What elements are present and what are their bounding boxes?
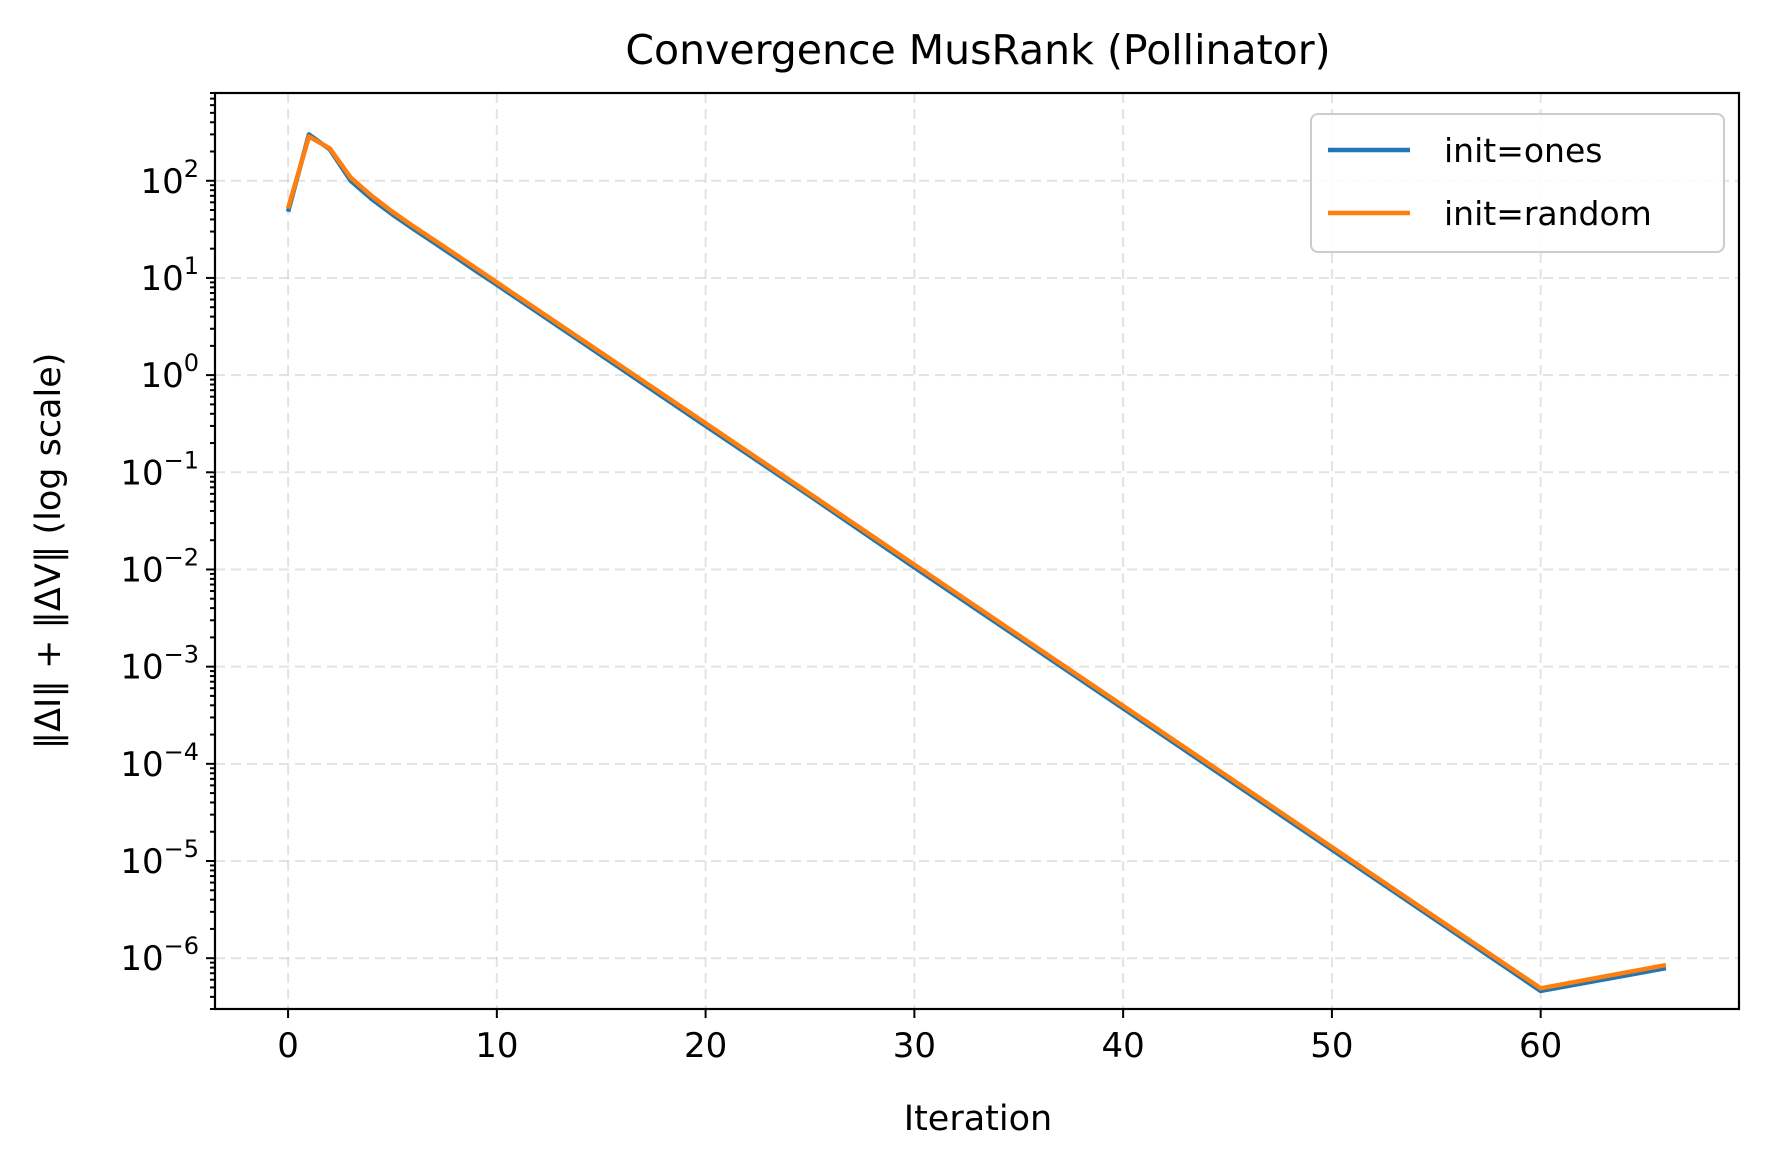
y-tick-label: 100: [140, 349, 199, 396]
axis-ticks: 0 10 20 30 40 50 60 102 101 100 10−1 10−2 10−3 10−4 10…: [120, 92, 1562, 1066]
y-tick-label: 10−3: [120, 641, 199, 688]
x-tick-label: 40: [1102, 1026, 1145, 1066]
y-axis-label: ‖ΔI‖ + ‖ΔV‖ (log scale): [29, 353, 69, 750]
series-line-init-random: [285, 134, 1667, 991]
grid: [215, 93, 1739, 1009]
y-tick-label: 102: [140, 155, 199, 202]
y-tick-label: 10−5: [120, 835, 199, 882]
legend-label-init-ones: init=ones: [1444, 131, 1602, 170]
x-tick-label: 30: [893, 1026, 936, 1066]
x-axis-label: Iteration: [904, 1099, 1052, 1139]
legend-box: [1310, 113, 1725, 253]
y-tick-label: 10−1: [120, 446, 199, 493]
y-tick-label: 10−6: [120, 932, 199, 979]
x-tick-label: 0: [277, 1026, 299, 1066]
series-lines: [285, 132, 1667, 994]
x-tick-label: 20: [684, 1026, 727, 1066]
legend: init=ones init=random: [1310, 113, 1725, 253]
x-tick-label: 50: [1310, 1026, 1353, 1066]
chart-title: Convergence MusRank (Pollinator): [625, 26, 1330, 74]
y-tick-label: 10−4: [120, 738, 199, 785]
x-tick-label: 10: [475, 1026, 518, 1066]
y-tick-label: 10−2: [120, 543, 199, 590]
y-tick-label: 101: [140, 252, 199, 299]
x-tick-label: 60: [1519, 1026, 1562, 1066]
plot-frame: [213, 91, 1741, 1011]
legend-label-init-random: init=random: [1444, 194, 1652, 233]
